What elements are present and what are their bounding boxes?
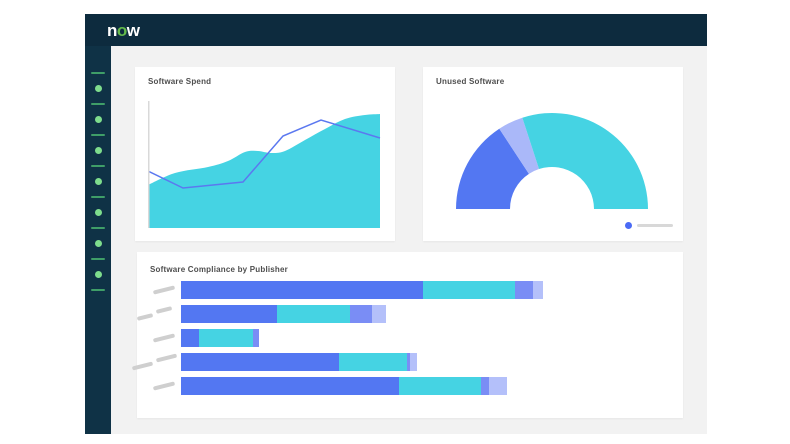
bar-stack [181, 353, 417, 371]
sidebar-divider-line [91, 103, 105, 105]
label-dash-icon [152, 333, 176, 343]
legend-label-placeholder [637, 224, 673, 227]
bar-stack [181, 305, 386, 323]
row-label-placeholder [137, 329, 179, 347]
bar-segment-compliant-blue[interactable] [181, 329, 199, 347]
bar-row-2 [136, 305, 683, 323]
compliance-card: Software Compliance by Publisher [131, 252, 683, 418]
app-window: now Software Spend Unused Software Softw… [85, 14, 707, 434]
sidebar-item-dot[interactable] [94, 209, 102, 216]
donut-segment-blue[interactable] [456, 128, 529, 209]
sidebar-divider-line [91, 72, 105, 74]
sidebar-item-dot[interactable] [94, 240, 102, 247]
sidebar-divider-line [91, 289, 105, 291]
row-label-placeholder [137, 281, 179, 299]
bar-segment-compliant-blue[interactable] [181, 281, 423, 299]
now-logo[interactable]: now [107, 22, 140, 39]
bar-segment-compliant-blue[interactable] [181, 305, 277, 323]
label-dash-icon [136, 313, 154, 321]
donut-legend-item[interactable] [625, 222, 673, 229]
sidebar-item-dot[interactable] [94, 85, 102, 92]
bar-segment-light-periwinkle[interactable] [489, 377, 507, 395]
bar-segment-periwinkle[interactable] [481, 377, 489, 395]
bar-segment-cyan[interactable] [277, 305, 350, 323]
row-label-placeholder [131, 353, 179, 371]
sidebar-divider-line [91, 258, 105, 260]
bar-segment-periwinkle[interactable] [253, 329, 259, 347]
sidebar-rail [85, 72, 111, 291]
bar-row-3 [137, 329, 683, 347]
spend-line-series [148, 119, 381, 189]
bar-segment-periwinkle[interactable] [350, 305, 372, 323]
bar-segment-light-periwinkle[interactable] [410, 353, 417, 371]
sidebar-divider-line [91, 196, 105, 198]
donut-segment-cyan[interactable] [522, 113, 648, 209]
label-dash-icon [155, 353, 178, 363]
bar-segment-periwinkle[interactable] [407, 353, 410, 371]
label-dash-icon [155, 306, 173, 314]
logo-letter-o: o [116, 20, 127, 40]
bar-segment-cyan[interactable] [423, 281, 515, 299]
label-dash-icon [152, 381, 176, 391]
software-spend-title: Software Spend [148, 77, 212, 86]
legend-dot-icon [625, 222, 632, 229]
row-label-placeholder [136, 305, 179, 323]
bar-row-5 [137, 377, 683, 395]
sidebar-nav [85, 46, 111, 434]
sidebar-item-dot[interactable] [94, 116, 102, 123]
area-chart[interactable] [148, 101, 381, 228]
bar-segment-light-periwinkle[interactable] [372, 305, 386, 323]
sidebar-item-dot[interactable] [94, 271, 102, 278]
label-dash-icon [152, 285, 176, 295]
compliance-title: Software Compliance by Publisher [150, 265, 288, 274]
unused-software-title: Unused Software [436, 77, 505, 86]
software-spend-card: Software Spend [135, 67, 395, 241]
bar-segment-periwinkle[interactable] [515, 281, 533, 299]
bar-stack [181, 329, 259, 347]
bar-segment-cyan[interactable] [339, 353, 407, 371]
bar-segment-cyan[interactable] [399, 377, 481, 395]
sidebar-item-dot[interactable] [94, 147, 102, 154]
sidebar-divider-line [91, 165, 105, 167]
bar-row-1 [137, 281, 683, 299]
bar-row-4 [131, 353, 683, 371]
logo-letter-n: n [107, 20, 117, 40]
bar-segment-compliant-blue[interactable] [181, 353, 339, 371]
donut-chart [456, 113, 648, 209]
bar-segment-cyan[interactable] [199, 329, 253, 347]
top-nav-bar: now [85, 14, 707, 46]
spend-area-series [148, 114, 380, 228]
bar-stack [181, 377, 507, 395]
bar-stack [181, 281, 543, 299]
sidebar-item-dot[interactable] [94, 178, 102, 185]
unused-software-card: Unused Software [423, 67, 683, 241]
bar-segment-compliant-blue[interactable] [181, 377, 399, 395]
donut-segment-light[interactable] [499, 117, 540, 174]
sidebar-divider-line [91, 227, 105, 229]
sidebar-divider-line [91, 134, 105, 136]
logo-letter-w: w [126, 20, 140, 40]
bar-segment-light-periwinkle[interactable] [533, 281, 543, 299]
row-label-placeholder [137, 377, 179, 395]
stacked-bar-chart [131, 252, 683, 418]
